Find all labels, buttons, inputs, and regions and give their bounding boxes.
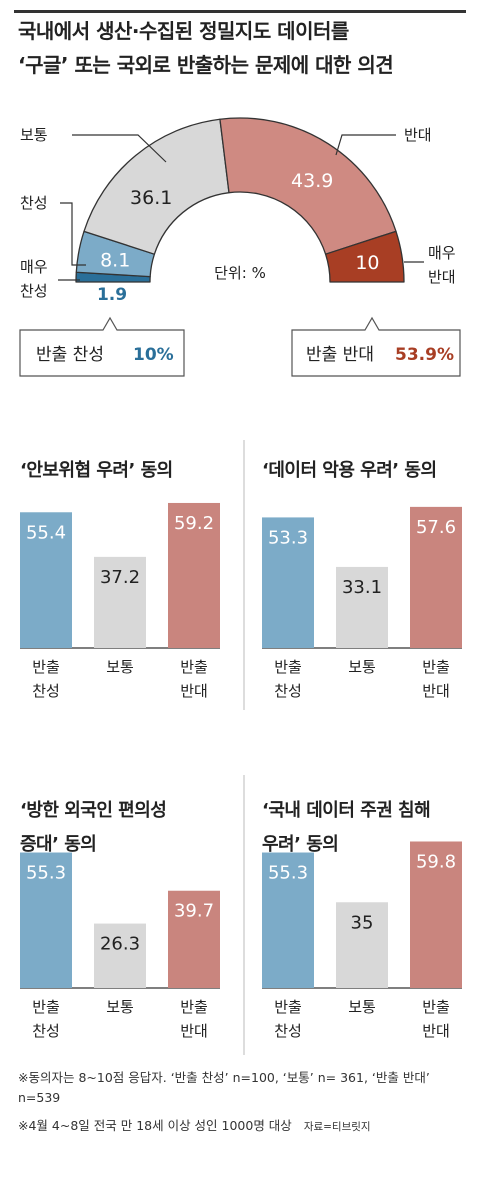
summary-agree-value: 10%	[133, 345, 174, 365]
leader-agree	[60, 202, 86, 266]
bar-category-label: 반출	[180, 998, 208, 1016]
bar-chart-title: 증대’ 동의	[20, 834, 96, 855]
bar-value-label: 55.3	[26, 863, 66, 884]
bar-category-label: 보통	[348, 998, 376, 1016]
bar-value-label: 39.7	[174, 901, 214, 922]
bar-category-label: 찬성	[32, 682, 60, 700]
footnote-survey: ※4월 4~8일 전국 만 18세 이상 성인 1000명 대상 자료=티브릿지	[18, 1116, 473, 1137]
leader-neutral	[72, 134, 167, 163]
donut-value-label: 36.1	[130, 187, 172, 209]
top-rule	[14, 10, 466, 13]
bar-category-label: 반출	[180, 658, 208, 676]
summary-oppose-value: 53.9%	[395, 345, 454, 365]
label-neutral: 보통	[20, 126, 48, 144]
bar-category-label: 반대	[180, 1022, 208, 1040]
bar	[410, 506, 462, 648]
bar	[168, 502, 220, 648]
label-very-agree-1: 매우	[20, 258, 48, 276]
bar-chart-title: 우려’ 동의	[262, 834, 338, 855]
unit-label: 단위: %	[214, 264, 266, 282]
bar-value-label: 26.3	[100, 934, 140, 955]
summary-oppose-label: 반출 반대	[306, 345, 374, 365]
footnote-respondents: ※동의자는 8~10점 응답자. ‘반출 찬성’ n=100, ‘보통’ n= …	[18, 1070, 430, 1105]
label-very-oppose-1: 매우	[428, 244, 456, 262]
summary-agree-box	[19, 316, 185, 377]
bar-value-label: 53.3	[268, 527, 308, 548]
bar-category-label: 반출	[32, 658, 60, 676]
bar	[20, 852, 72, 988]
donut-value-label: 1.9	[97, 285, 127, 305]
label-oppose: 반대	[404, 126, 432, 144]
summary-oppose-box	[291, 316, 461, 377]
source-credit: 자료=티브릿지	[303, 1121, 371, 1133]
bar-chart-title: ‘데이터 악용 우려’ 동의	[262, 460, 437, 481]
bar-category-label: 보통	[106, 658, 134, 676]
bar-category-label: 반출	[422, 998, 450, 1016]
footnotes: ※동의자는 8~10점 응답자. ‘반출 찬성’ n=100, ‘보통’ n= …	[18, 1068, 473, 1145]
label-agree: 찬성	[20, 194, 48, 212]
bar	[94, 923, 146, 988]
leader-oppose	[335, 134, 396, 156]
donut-value-label: 43.9	[291, 170, 333, 192]
bar-category-label: 보통	[348, 658, 376, 676]
summary-agree-label: 반출 찬성	[36, 345, 104, 365]
bar-chart-title: ‘국내 데이터 주권 침해	[262, 800, 430, 821]
bar	[20, 512, 72, 648]
donut-slice	[324, 230, 405, 283]
bar-category-label: 반대	[180, 682, 208, 700]
bar-value-label: 37.2	[100, 567, 140, 588]
bar	[336, 902, 388, 988]
title-line-1: 국내에서 생산·수집된 정밀지도 데이터를	[18, 19, 349, 43]
bar	[410, 841, 462, 988]
donut-slice	[219, 117, 397, 255]
bar-category-label: 찬성	[274, 1022, 302, 1040]
bar-category-label: 반출	[422, 658, 450, 676]
footnote-survey-text: ※4월 4~8일 전국 만 18세 이상 성인 1000명 대상	[18, 1118, 292, 1133]
bar-category-label: 반출	[274, 998, 302, 1016]
bar-value-label: 57.6	[416, 517, 456, 538]
bar	[336, 566, 388, 648]
bar	[168, 890, 220, 988]
bar-value-label: 35	[351, 912, 374, 933]
bar	[262, 852, 314, 988]
bar-value-label: 59.2	[174, 513, 214, 534]
bar-category-label: 보통	[106, 998, 134, 1016]
bar-category-label: 반출	[274, 658, 302, 676]
bar	[94, 556, 146, 648]
bar-value-label: 33.1	[342, 577, 382, 598]
bar-category-label: 반대	[422, 1022, 450, 1040]
donut-slice	[83, 118, 230, 255]
bar-category-label: 찬성	[32, 1022, 60, 1040]
bar-chart-title: ‘방한 외국인 편의성	[20, 800, 166, 821]
bar-value-label: 59.8	[416, 851, 456, 872]
bar-chart-title: ‘안보위협 우려’ 동의	[20, 459, 173, 481]
title-line-2: ‘구글’ 또는 국외로 반출하는 문제에 대한 의견	[18, 53, 394, 77]
bar-category-label: 찬성	[274, 682, 302, 700]
bar-value-label: 55.4	[26, 522, 66, 543]
bar	[262, 517, 314, 648]
label-very-agree-2: 찬성	[20, 282, 48, 300]
donut-value-label: 10	[355, 252, 379, 274]
donut-value-label: 8.1	[100, 249, 130, 271]
bar-category-label: 반대	[422, 682, 450, 700]
page-title: 국내에서 생산·수집된 정밀지도 데이터를 ‘구글’ 또는 국외로 반출하는 문…	[18, 14, 468, 82]
label-very-oppose-2: 반대	[428, 268, 456, 286]
bar-value-label: 55.3	[268, 863, 308, 884]
bar-category-label: 반출	[32, 998, 60, 1016]
